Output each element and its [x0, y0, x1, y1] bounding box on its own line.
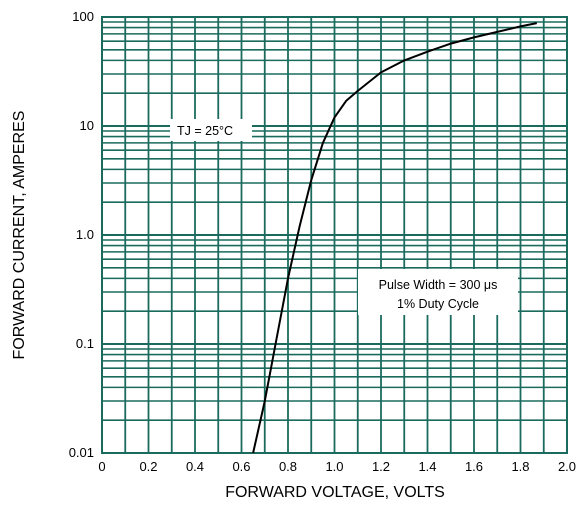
y-tick-label: 1.0 [76, 227, 94, 242]
x-tick-labels: 0 0.2 0.4 0.6 0.8 1.0 1.2 1.4 1.6 1.8 2.0 [98, 459, 576, 474]
x-tick-label: 1.8 [511, 459, 529, 474]
pulse-annotation-bg [358, 269, 518, 315]
y-tick-label: 10 [80, 118, 94, 133]
x-tick-label: 1.6 [465, 459, 483, 474]
x-axis-title: FORWARD VOLTAGE, VOLTS [225, 484, 445, 501]
x-tick-label: 0.4 [186, 459, 204, 474]
pulse-annotation-line2: 1% Duty Cycle [397, 297, 479, 311]
y-axis-title: FORWARD CURRENT, AMPERES [11, 111, 28, 360]
y-tick-label: 0.01 [69, 445, 94, 460]
x-tick-label: 0.6 [232, 459, 250, 474]
plot-frame [101, 16, 568, 454]
tj-annotation-bg [170, 119, 252, 141]
x-tick-label: 1.4 [418, 459, 436, 474]
curve-layer [252, 22, 537, 454]
y-tick-label: 100 [72, 9, 94, 24]
x-tick-label: 1.2 [372, 459, 390, 474]
x-tick-label: 1.0 [325, 459, 343, 474]
x-tick-label: 0.2 [139, 459, 157, 474]
x-tick-label: 2.0 [558, 459, 576, 474]
pulse-annotation-line1: Pulse Width = 300 μs [379, 278, 498, 292]
x-tick-label: 0 [98, 459, 105, 474]
y-tick-labels: 0.01 0.1 1.0 10 100 [69, 9, 94, 460]
forward-current-curve [252, 22, 537, 454]
x-tick-label: 0.8 [279, 459, 297, 474]
y-tick-label: 0.1 [76, 336, 94, 351]
tj-annotation: TJ = 25°C [177, 124, 233, 138]
grid [101, 16, 568, 454]
